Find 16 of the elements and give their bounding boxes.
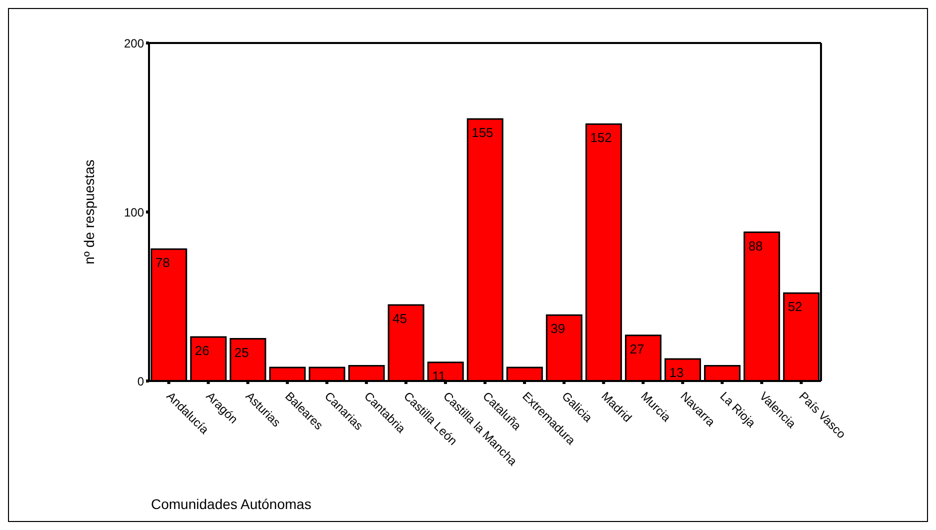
data-label: 52 [788, 299, 802, 314]
data-label: 155 [472, 125, 494, 140]
y-tick-label: 200 [124, 36, 144, 50]
data-label: 39 [550, 321, 566, 336]
data-label: 45 [392, 310, 408, 326]
data-label: 152 [590, 130, 612, 146]
data-label: 13 [669, 365, 684, 380]
data-label: 78 [155, 255, 170, 270]
data-label: 88 [748, 238, 763, 254]
y-tick-label: 100 [124, 205, 144, 220]
data-label: 25 [234, 344, 249, 360]
y-tick-label: 0 [137, 374, 144, 388]
data-label: 27 [630, 341, 644, 356]
x-axis-title: Comunidades Autónomas [151, 496, 312, 512]
data-label: 26 [194, 343, 210, 358]
y-axis-title: nº de respuestas [80, 160, 97, 264]
